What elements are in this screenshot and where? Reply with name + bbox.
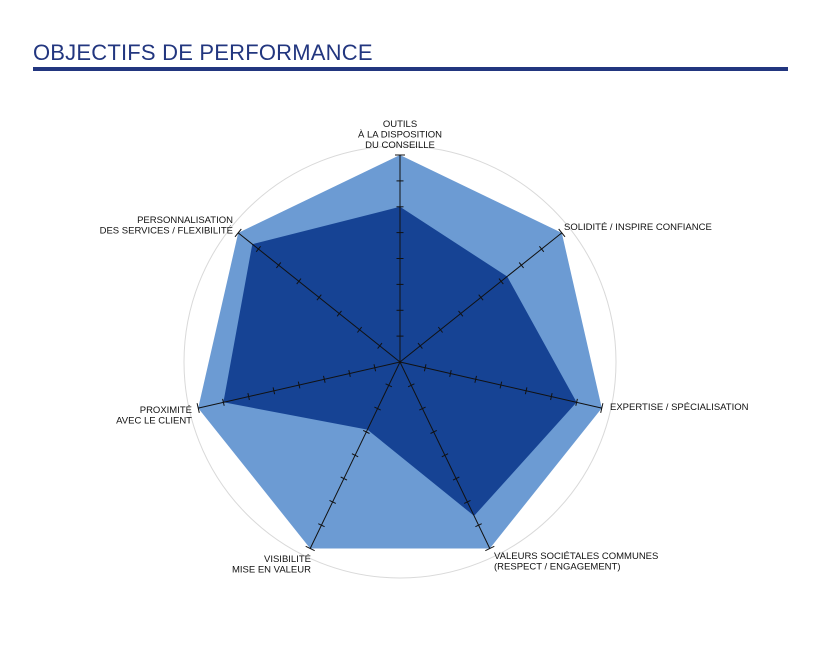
- axis-label-line: OUTILS: [383, 119, 417, 130]
- axis-tick-visibilite: [362, 429, 370, 434]
- axis-label-line: (RESPECT / ENGAGEMENT): [494, 562, 621, 573]
- axis-tick-visibilite: [385, 383, 393, 388]
- axis-tick-personnalisation: [357, 326, 363, 333]
- axis-tick-solidite: [498, 278, 504, 285]
- axis-label-line: À LA DISPOSITION: [358, 130, 442, 141]
- axis-tick-expertise: [449, 369, 452, 378]
- axis-label-line: EXPERTISE / SPÉCIALISATION: [610, 402, 749, 413]
- axis-tick-proximite: [247, 392, 250, 401]
- axis-tick-visibilite: [351, 453, 359, 458]
- axis-tick-expertise: [423, 364, 427, 372]
- axis-tick-visibilite: [305, 545, 315, 552]
- axis-tick-expertise: [575, 398, 578, 406]
- axis-tick-expertise: [600, 403, 604, 414]
- axis-tick-valeurs: [407, 383, 415, 388]
- axis-tick-proximite: [348, 369, 351, 378]
- axis-tick-valeurs: [475, 523, 482, 528]
- axis-label-visibilite: VISIBILITÉ MISE EN VALEUR: [232, 554, 311, 576]
- axis-tick-valeurs: [485, 545, 495, 552]
- page-title: OBJECTIFS DE PERFORMANCE: [33, 40, 373, 65]
- axis-label-proximite: PROXIMITÉ AVEC LE CLIENT: [116, 405, 192, 427]
- axis-label-line: MISE EN VALEUR: [232, 565, 311, 576]
- axis-tick-solidite: [518, 262, 524, 269]
- axis-tick-personnalisation: [316, 294, 322, 301]
- axis-tick-personnalisation: [377, 342, 383, 349]
- chart-axis-labels: OUTILS À LA DISPOSITION DU CONSEILLE SOLIDI…: [100, 119, 749, 576]
- axis-tick-proximite: [272, 387, 276, 395]
- axis-tick-personnalisation: [296, 278, 302, 285]
- axis-tick-solidite: [437, 326, 443, 333]
- axis-label-line: DES SERVICES / FLEXIBILITÉ: [100, 226, 233, 237]
- axis-tick-valeurs: [463, 499, 471, 504]
- axis-tick-visibilite: [329, 499, 337, 504]
- axis-label-line: DU CONSEILLE: [365, 140, 435, 151]
- axis-label-line: PROXIMITÉ: [140, 405, 192, 416]
- axis-label-line: VISIBILITÉ: [264, 554, 311, 565]
- axis-tick-proximite: [323, 375, 326, 383]
- axis-tick-solidite: [558, 228, 566, 238]
- axis-label-personnalisation: PERSONNALISATION DES SERVICES / FLEXIBILI…: [100, 215, 234, 237]
- axis-label-valeurs: VALEURS SOCIÉTALES COMMUNES (RESPECT / EN…: [494, 551, 658, 573]
- axis-tick-proximite: [373, 364, 377, 372]
- axis-tick-valeurs: [419, 406, 426, 411]
- axis-tick-personnalisation: [276, 262, 282, 269]
- axis-tick-personnalisation: [234, 228, 242, 238]
- axis-tick-visibilite: [318, 523, 325, 528]
- axis-label-expertise: EXPERTISE / SPÉCIALISATION: [610, 402, 749, 413]
- axis-tick-visibilite: [340, 476, 348, 481]
- axis-tick-proximite: [297, 381, 301, 389]
- axis-tick-solidite: [417, 342, 423, 349]
- axis-label-line: VALEURS SOCIÉTALES COMMUNES: [494, 551, 658, 562]
- chart-grid-circle: [183, 145, 617, 579]
- axis-label-outils: OUTILS À LA DISPOSITION DU CONSEILLE: [358, 119, 442, 151]
- axis-tick-expertise: [499, 381, 503, 389]
- axis-tick-solidite: [458, 310, 464, 317]
- axis-tick-expertise: [550, 392, 553, 401]
- axis-tick-solidite: [478, 294, 484, 301]
- title-divider: [33, 67, 788, 71]
- axis-tick-solidite: [539, 245, 545, 253]
- axis-tick-valeurs: [430, 429, 438, 434]
- axis-tick-expertise: [474, 375, 477, 383]
- axis-tick-proximite: [222, 398, 225, 406]
- chart-axes: [196, 154, 604, 552]
- axis-tick-personnalisation: [336, 310, 342, 317]
- axis-tick-expertise: [524, 387, 528, 395]
- axis-label-line: SOLIDITÉ / INSPIRE CONFIANCE: [564, 222, 712, 233]
- axis-label-line: PERSONNALISATION: [137, 215, 233, 226]
- axis-label-solidite: SOLIDITÉ / INSPIRE CONFIANCE: [564, 222, 712, 233]
- axis-tick-valeurs: [441, 453, 449, 458]
- axis-label-line: AVEC LE CLIENT: [116, 416, 192, 427]
- axis-tick-proximite: [196, 403, 200, 414]
- axis-tick-visibilite: [374, 406, 381, 411]
- axis-tick-personnalisation: [255, 245, 261, 253]
- axis-tick-valeurs: [452, 476, 460, 481]
